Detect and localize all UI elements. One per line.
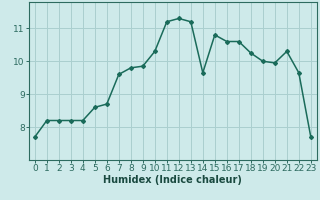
X-axis label: Humidex (Indice chaleur): Humidex (Indice chaleur) <box>103 175 242 185</box>
